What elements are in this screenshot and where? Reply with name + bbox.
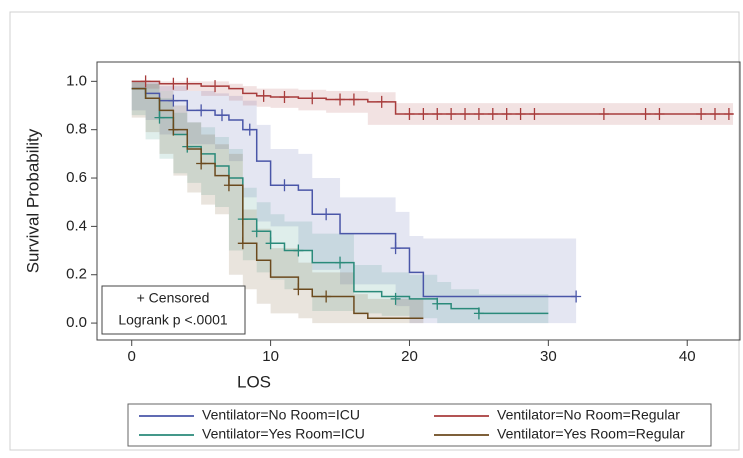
censor-mark [390, 292, 401, 305]
x-axis-label: LOS [237, 372, 271, 391]
y-axis-label: Survival Probability [23, 128, 42, 273]
censor-mark [487, 107, 498, 120]
confidence-band [131, 81, 577, 324]
censor-mark [432, 107, 443, 120]
survival-line [131, 87, 424, 319]
censor-mark [196, 104, 207, 117]
censor-mark [640, 107, 651, 120]
censor-mark [279, 91, 290, 104]
censor-mark [348, 93, 359, 106]
survival-line [131, 87, 549, 315]
censor-mark [293, 244, 304, 257]
censor-mark [244, 123, 255, 136]
legend-label: Ventilator=No Room=Regular [497, 407, 680, 423]
y-tick-label: 1.0 [66, 72, 87, 89]
x-tick-label: 30 [540, 348, 557, 365]
x-tick-label: 0 [128, 348, 136, 365]
censor-mark [418, 107, 429, 120]
legend-label: Ventilator=No Room=ICU [202, 407, 360, 423]
censor-mark [168, 94, 179, 107]
censor-mark [210, 80, 221, 93]
legend-label: Ventilator=Yes Room=ICU [202, 426, 365, 442]
censor-mark [216, 109, 227, 122]
plot [131, 75, 734, 324]
censor-mark [501, 107, 512, 120]
censor-mark [251, 225, 262, 238]
legend-label: Ventilator=Yes Room=Regular [497, 426, 685, 442]
censor-mark [460, 107, 471, 120]
censor-mark [293, 283, 304, 296]
censor-mark [598, 107, 609, 120]
y-tick-label: 0.0 [66, 314, 87, 331]
annotation: + Censored [137, 290, 210, 306]
censor-mark [258, 89, 269, 102]
censor-mark [279, 179, 290, 192]
censor-mark [473, 107, 484, 120]
censor-mark [237, 237, 248, 250]
censor-mark [335, 256, 346, 269]
censor-mark [473, 307, 484, 320]
censor-mark [321, 208, 332, 221]
x-tick-label: 20 [401, 348, 418, 365]
censor-mark [196, 157, 207, 170]
censor-mark [571, 290, 582, 303]
censor-mark [307, 92, 318, 105]
x-tick-label: 10 [262, 348, 279, 365]
censor-mark [404, 107, 415, 120]
y-tick-label: 0.2 [66, 266, 87, 283]
censor-mark [529, 107, 540, 120]
y-tick-label: 0.8 [66, 121, 87, 138]
censor-mark [696, 107, 707, 120]
y-tick-label: 0.4 [66, 217, 87, 234]
censor-mark [168, 123, 179, 136]
plot-area [96, 61, 741, 341]
censor-mark [376, 95, 387, 108]
confidence-band [131, 81, 424, 324]
censor-mark [710, 107, 721, 120]
censor-mark [265, 237, 276, 250]
censor-mark [432, 297, 443, 310]
censor-mark [321, 290, 332, 303]
legend-box [127, 403, 712, 447]
censor-mark [654, 107, 665, 120]
frame [9, 11, 740, 451]
censor-mark [723, 107, 734, 120]
annotation: Logrank p <.0001 [118, 312, 228, 328]
annotation-box [101, 285, 246, 335]
censor-mark [446, 107, 457, 120]
censor-mark [140, 75, 151, 88]
y-tick-label: 0.6 [66, 169, 87, 186]
censor-mark [390, 242, 401, 255]
x-tick-label: 40 [679, 348, 696, 365]
censor-mark [182, 77, 193, 90]
censor-mark [515, 107, 526, 120]
censor-mark [223, 179, 234, 192]
censor-mark [168, 77, 179, 90]
censor-mark [154, 111, 165, 124]
censor-mark [335, 93, 346, 106]
